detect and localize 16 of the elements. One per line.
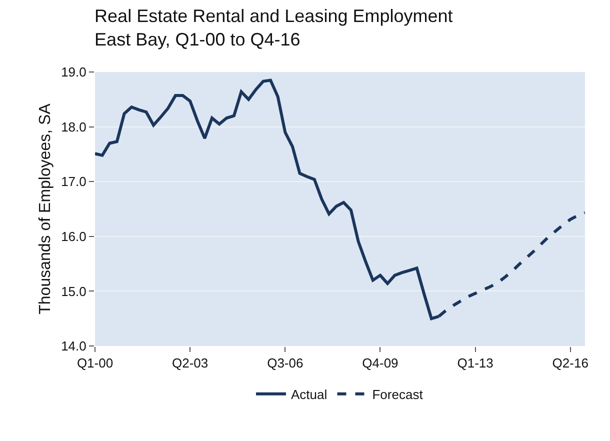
x-tick-label: Q1-13 [457, 356, 494, 371]
x-tick-label: Q2-03 [172, 356, 208, 371]
legend-label: Actual [291, 386, 328, 402]
y-tick-label: 16.0 [61, 228, 86, 244]
x-tick-label: Q3-06 [267, 356, 304, 371]
x-tick-label: Q4-09 [362, 356, 398, 371]
y-tick-label: 15.0 [61, 284, 86, 299]
y-axis-title: Thousands of Employees, SA [36, 103, 54, 314]
x-tick-label: Q2-16 [552, 356, 588, 371]
y-tick-label: 14.0 [61, 338, 86, 354]
y-tick-label: 18.0 [61, 119, 86, 134]
y-tick-label: 19.0 [61, 64, 86, 80]
legend-label: Forecast [372, 386, 424, 402]
chart-title: Real Estate Rental and Leasing Employment East Bay, Q1-00 to Q4-16 [94, 6, 453, 50]
y-tick-label: 17.0 [61, 174, 86, 190]
x-tick-label: Q1-00 [76, 356, 114, 371]
